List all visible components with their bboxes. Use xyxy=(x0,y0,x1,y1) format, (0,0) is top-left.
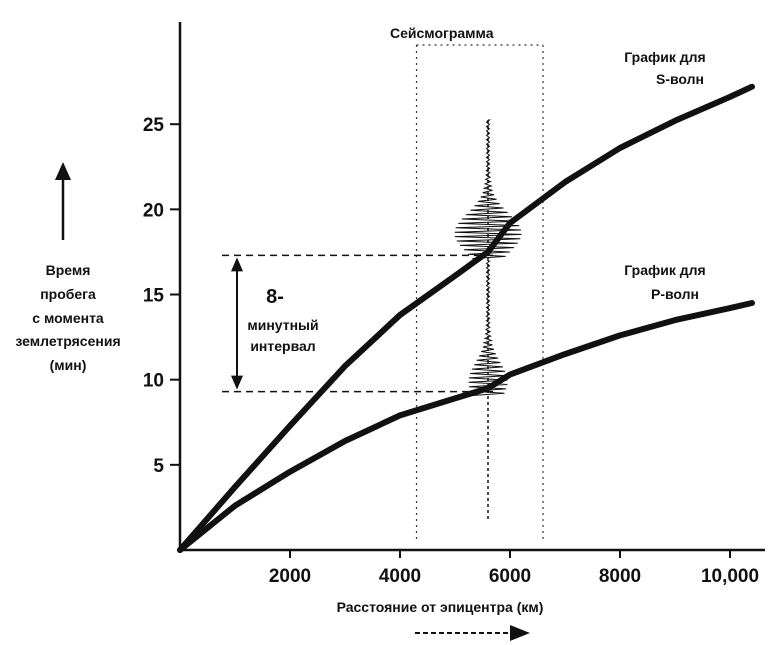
y-label-line-2: пробега xyxy=(40,286,96,302)
x-tick-group: 2000 4000 6000 8000 10,000 xyxy=(269,550,759,587)
y-label-line-1: Время xyxy=(46,262,91,278)
seismogram-label: Сейсмограмма xyxy=(390,25,494,41)
y-tick-label: 10 xyxy=(143,371,164,392)
seismogram-window xyxy=(415,44,544,540)
s-wave-curve xyxy=(177,83,755,553)
y-tick-label: 20 xyxy=(143,200,164,221)
x-tick-label: 2000 xyxy=(269,566,311,587)
s-wave-seismogram-trace xyxy=(454,119,522,260)
interval-arrow-up-head xyxy=(231,257,243,272)
x-tick-label: 4000 xyxy=(379,566,421,587)
x-tick-label: 8000 xyxy=(599,566,641,587)
s-wave-label-line-1: График для xyxy=(624,49,705,65)
interval-arrow-down-head xyxy=(231,375,243,390)
y-label-line-4: землетрясения xyxy=(15,333,120,349)
p-wave-seismogram-trace xyxy=(468,260,508,396)
p-wave-label-line-1: График для xyxy=(624,262,705,278)
x-direction-arrow xyxy=(415,625,530,641)
interval-text-line-2: интервал xyxy=(250,338,315,354)
x-tick-label: 10,000 xyxy=(701,566,759,587)
s-wave-label-line-2: S-волн xyxy=(656,71,704,87)
y-tick-label: 15 xyxy=(143,286,165,307)
interval-number: 8- xyxy=(266,286,284,308)
y-tick-group: 5 10 15 20 25 xyxy=(143,115,180,477)
y-label-line-5: (мин) xyxy=(50,357,87,373)
interval-text-line-1: минутный xyxy=(247,317,318,333)
y-direction-arrow xyxy=(55,162,71,240)
y-tick-label: 5 xyxy=(153,456,164,477)
y-tick-label: 25 xyxy=(143,115,165,136)
y-label-line-3: с момента xyxy=(32,310,104,326)
x-axis-label: Расстояние от эпицентра (км) xyxy=(337,599,544,615)
p-wave-label-line-2: Р-волн xyxy=(651,286,699,302)
x-tick-label: 6000 xyxy=(489,566,531,587)
